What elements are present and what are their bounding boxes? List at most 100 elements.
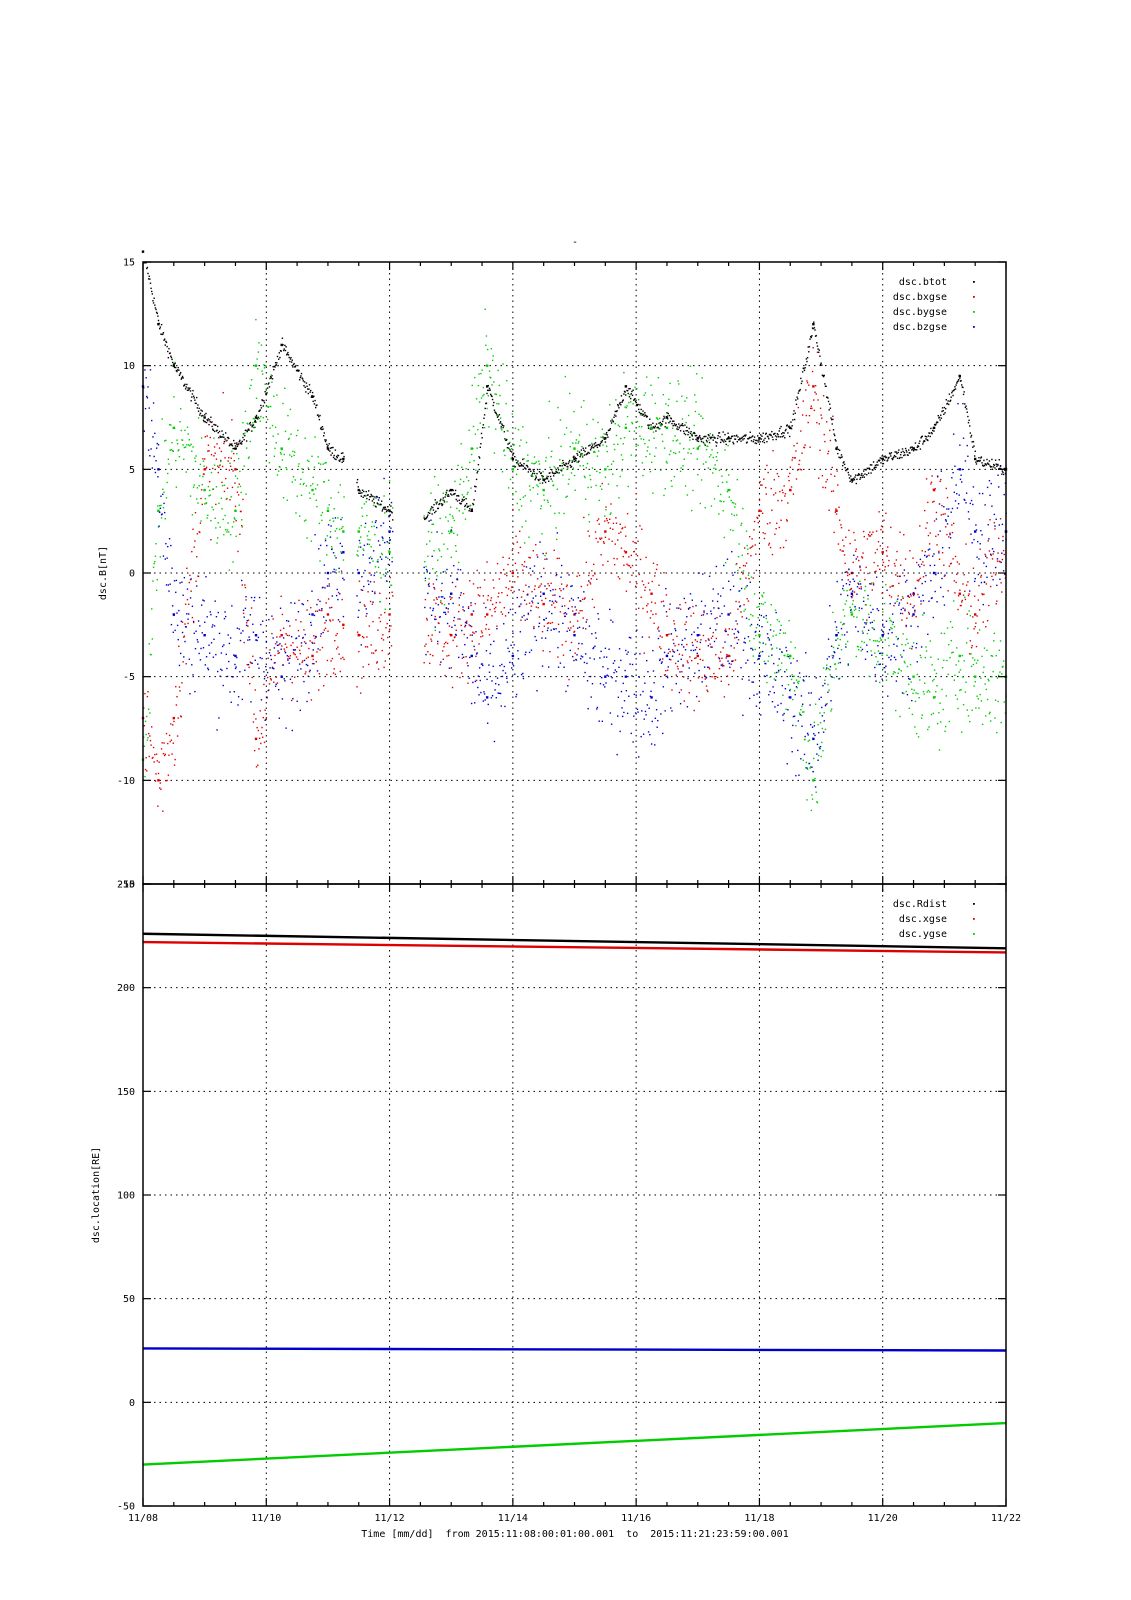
data-point (596, 706, 599, 709)
data-point (777, 436, 780, 438)
data-point (622, 443, 624, 445)
data-point (642, 413, 645, 416)
data-point (705, 435, 707, 438)
data-point (651, 720, 653, 723)
data-point (1002, 473, 1005, 476)
data-point (430, 638, 432, 640)
data-point (650, 610, 652, 612)
data-point (532, 550, 534, 552)
data-point (246, 430, 248, 433)
data-point (443, 499, 445, 502)
data-point (154, 432, 156, 435)
data-point (173, 427, 176, 429)
data-point (429, 512, 431, 514)
data-point (807, 740, 809, 742)
data-point (575, 442, 577, 444)
data-point (521, 526, 523, 528)
data-point (263, 671, 265, 673)
data-point (445, 613, 447, 616)
data-point (576, 620, 579, 622)
data-point (461, 498, 464, 501)
data-point (928, 432, 931, 435)
data-point (598, 444, 600, 446)
data-point (391, 591, 393, 594)
data-point (813, 321, 815, 323)
data-point (268, 386, 271, 388)
data-point (980, 677, 982, 679)
data-point (699, 502, 702, 505)
data-point (536, 484, 538, 486)
data-point (332, 520, 335, 522)
data-point (183, 458, 185, 460)
data-point (375, 520, 377, 522)
data-point (527, 466, 529, 468)
data-point (470, 613, 473, 616)
data-point (326, 613, 330, 616)
data-point (760, 484, 762, 486)
data-point (155, 773, 157, 775)
data-point (274, 426, 277, 429)
data-point (967, 415, 969, 418)
data-point (792, 698, 794, 701)
data-point (931, 475, 933, 477)
data-point (754, 544, 756, 546)
data-point (647, 670, 649, 673)
data-point (831, 423, 833, 425)
data-point (771, 648, 773, 650)
data-point (615, 399, 617, 401)
data-point (862, 530, 865, 533)
data-point (535, 461, 538, 463)
data-point (326, 673, 328, 676)
data-point (322, 428, 324, 430)
data-point (715, 445, 718, 447)
data-point (294, 653, 297, 656)
data-point (935, 691, 937, 693)
data-point (790, 486, 793, 488)
data-point (995, 654, 997, 657)
data-point (855, 655, 857, 658)
data-point (861, 630, 864, 632)
data-point (613, 660, 616, 662)
data-point (186, 383, 188, 386)
data-point (943, 413, 945, 416)
data-point (789, 654, 792, 658)
data-point (636, 420, 639, 423)
data-point (424, 560, 426, 563)
data-point (530, 609, 532, 612)
data-point (274, 654, 276, 657)
data-point (444, 611, 446, 614)
data-point (239, 671, 241, 673)
data-point (202, 458, 204, 460)
data-point (423, 566, 425, 569)
data-point (461, 500, 463, 503)
data-point (491, 395, 493, 398)
data-point (681, 423, 684, 425)
data-point (764, 532, 766, 535)
data-point (896, 452, 898, 455)
data-point (280, 447, 283, 450)
data-point (644, 710, 647, 713)
data-point (480, 442, 482, 445)
data-point (794, 647, 796, 649)
data-point (762, 432, 764, 434)
data-point (865, 469, 867, 471)
data-point (723, 536, 726, 539)
data-point (502, 556, 504, 559)
data-point (860, 586, 862, 588)
data-point (467, 664, 469, 667)
data-point (252, 623, 254, 625)
data-point (689, 593, 692, 595)
data-point (796, 686, 798, 689)
data-point (509, 441, 511, 444)
data-point (200, 520, 202, 522)
data-point (324, 439, 326, 441)
data-point (466, 503, 468, 505)
data-point (171, 441, 173, 444)
data-point (545, 456, 547, 459)
data-point (277, 470, 280, 472)
data-point (306, 385, 308, 388)
data-point (450, 489, 452, 492)
data-point (573, 447, 576, 450)
data-point (285, 727, 287, 729)
data-point (202, 460, 205, 462)
